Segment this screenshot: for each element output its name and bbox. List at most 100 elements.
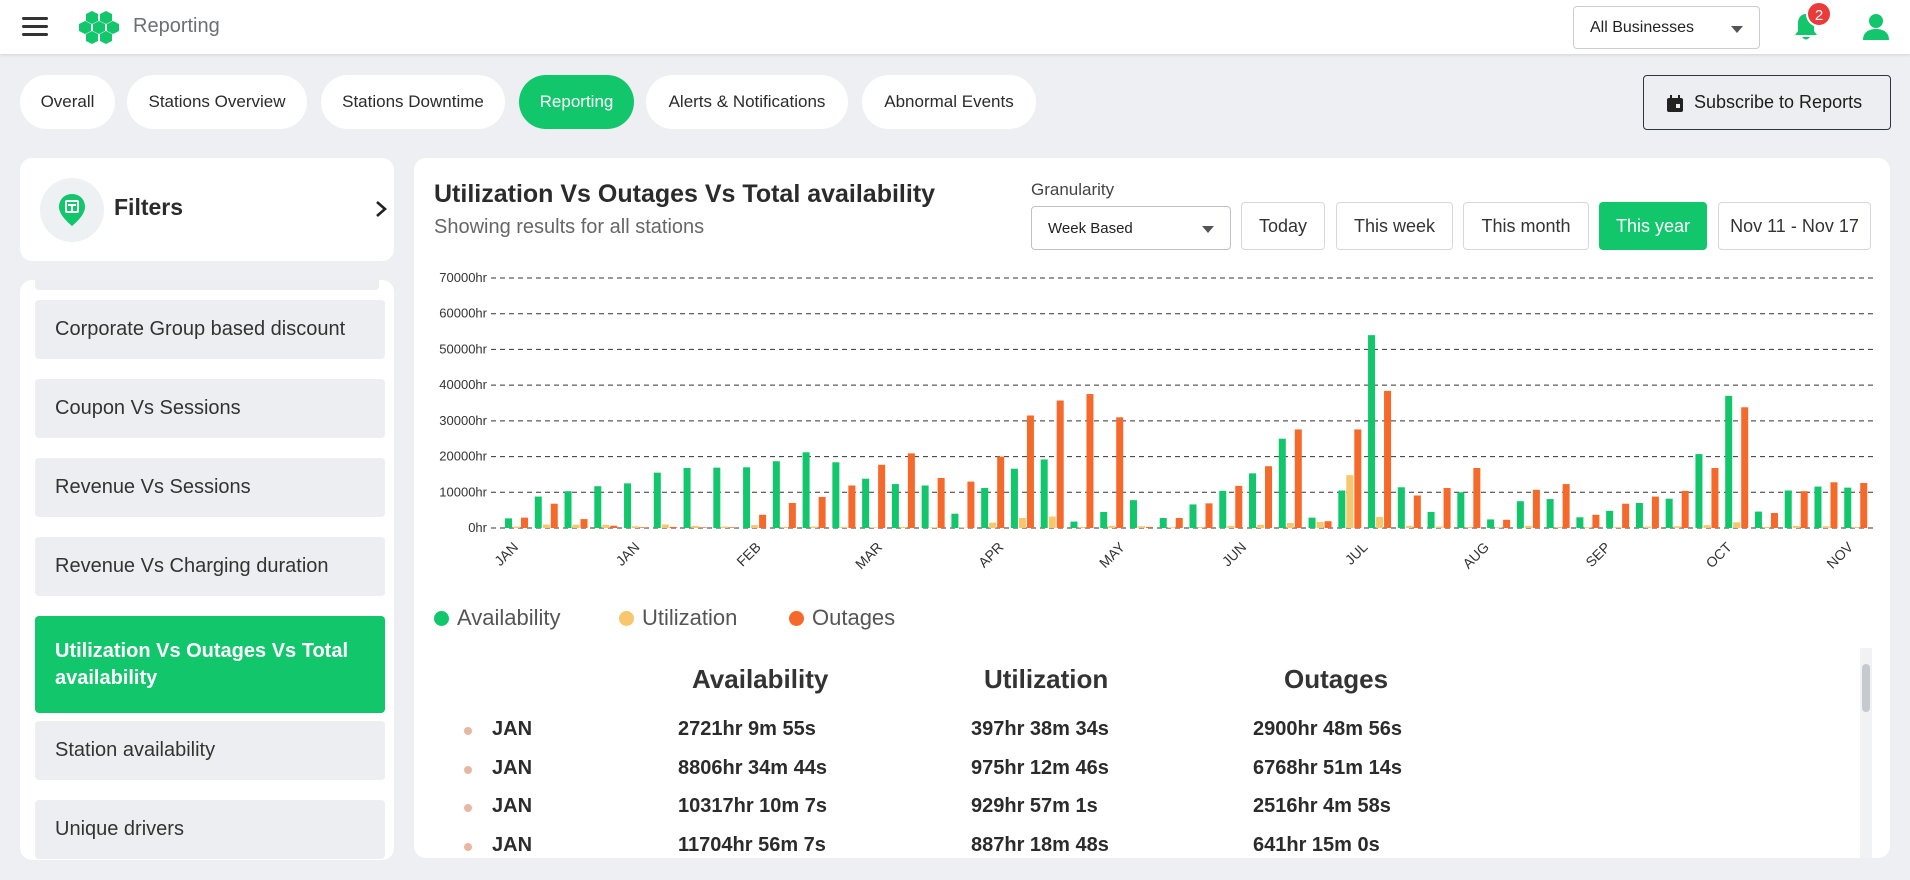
chevron-down-icon	[1731, 26, 1743, 33]
bar-outages	[1562, 484, 1570, 528]
cell-outages: 2516hr 4m 58s	[1253, 795, 1391, 817]
cell-utilization: 929hr 57m 1s	[971, 795, 1098, 817]
bar-availability	[1457, 492, 1465, 528]
panel-title: Utilization Vs Outages Vs Total availabi…	[434, 180, 936, 208]
bar-outages	[848, 485, 856, 528]
bar-outages	[1830, 482, 1838, 528]
bar-outages	[788, 503, 796, 528]
bar-availability	[1368, 335, 1376, 528]
scrollbar-thumb[interactable]	[1862, 664, 1870, 712]
bar-availability	[951, 513, 959, 528]
bar-outages	[550, 503, 558, 528]
bar-outages	[521, 517, 528, 528]
report-item[interactable]: Station availability	[35, 721, 385, 780]
filters-card[interactable]: Filters	[20, 158, 394, 261]
subscribe-button[interactable]: Subscribe to Reports	[1643, 75, 1891, 130]
bar-utilization	[1435, 526, 1443, 528]
range-button-nov-11-nov-17[interactable]: Nov 11 - Nov 17	[1718, 202, 1871, 250]
menu-icon[interactable]	[22, 17, 48, 37]
bar-outages	[1741, 407, 1749, 528]
report-item[interactable]: Corporate Group based discount	[35, 300, 385, 359]
bar-outages	[1145, 526, 1153, 528]
bar-utilization	[780, 526, 788, 528]
bar-availability	[743, 467, 751, 528]
tab-alerts-notifications[interactable]: Alerts & Notifications	[646, 75, 848, 129]
bar-availability	[1010, 468, 1018, 528]
report-item[interactable]: Utilization Vs Outages Vs Total availabi…	[35, 616, 385, 713]
bar-utilization	[721, 526, 729, 528]
chevron-down-icon	[1202, 226, 1214, 233]
x-tick-label: FEB	[733, 539, 764, 570]
legend-label: Utilization	[642, 605, 738, 630]
bar-outages	[937, 478, 945, 528]
filter-icon-wrap	[40, 178, 104, 242]
bar-utilization	[840, 526, 848, 528]
tab-reporting[interactable]: Reporting	[519, 75, 634, 129]
bar-availability	[564, 491, 572, 528]
bar-outages	[1056, 400, 1064, 528]
bar-availability	[891, 484, 899, 528]
legend-item-utilization[interactable]: Utilization	[619, 604, 737, 632]
table-row: JAN 2721hr 9m 55s 397hr 38m 34s 2900hr 48m …	[414, 710, 1854, 748]
bar-outages	[1324, 521, 1332, 528]
table-scrollbar[interactable]	[1860, 648, 1872, 858]
report-item-label: Corporate Group based discount	[55, 318, 346, 340]
legend-item-outages[interactable]: Outages	[789, 604, 895, 632]
report-item[interactable]: Coupon Vs Sessions	[35, 379, 385, 438]
granularity-select[interactable]: Week Based	[1031, 206, 1231, 250]
bar-outages	[580, 519, 588, 528]
bar-utilization	[1018, 518, 1026, 528]
bar-outages	[1860, 483, 1868, 528]
cell-utilization: 975hr 12m 46s	[971, 756, 1109, 779]
report-item[interactable]: Revenue Vs Charging duration	[35, 537, 385, 596]
report-item[interactable]: Unique drivers	[35, 800, 385, 859]
bar-utilization	[1048, 516, 1056, 528]
bar-utilization	[1465, 526, 1473, 528]
bar-outages	[1026, 415, 1034, 528]
bar-utilization	[1554, 526, 1562, 528]
bar-utilization	[1792, 525, 1800, 528]
y-tick-label: 50000hr	[439, 341, 487, 356]
bar-utilization	[1852, 526, 1860, 528]
top-bar: Reporting All Businesses 2	[0, 0, 1910, 54]
bar-utilization	[1376, 516, 1384, 528]
tab-overall[interactable]: Overall	[20, 75, 115, 129]
bar-availability	[1249, 473, 1257, 528]
user-icon[interactable]	[1862, 12, 1890, 42]
bar-utilization	[632, 526, 640, 528]
bar-utilization	[1257, 524, 1265, 528]
bar-outages	[1413, 495, 1421, 528]
bar-utilization	[1316, 521, 1324, 528]
tab-stations-downtime[interactable]: Stations Downtime	[321, 75, 505, 129]
x-tick-label: AUG	[1459, 539, 1492, 572]
header-availability: Availability	[692, 664, 829, 694]
bar-availability	[1308, 517, 1316, 528]
range-button-this-year[interactable]: This year	[1599, 202, 1707, 250]
bar-outages	[1800, 491, 1808, 528]
report-item[interactable]: Revenue Vs Sessions	[35, 458, 385, 517]
bar-availability	[1844, 487, 1852, 528]
bar-availability	[653, 472, 661, 528]
y-tick-label: 20000hr	[439, 449, 487, 464]
bar-availability	[1129, 500, 1137, 528]
list-item-partial	[35, 280, 379, 290]
report-list: Corporate Group based discount Coupon Vs …	[20, 280, 394, 860]
legend-item-availability[interactable]: Availability	[434, 604, 561, 632]
business-select[interactable]: All Businesses	[1573, 6, 1760, 49]
bar-outages	[640, 527, 648, 528]
x-tick-label: OCT	[1703, 538, 1736, 571]
cell-availability: 8806hr 34m 44s	[678, 756, 828, 779]
cell-month: JAN	[492, 718, 533, 740]
tab-abnormal-events[interactable]: Abnormal Events	[862, 75, 1036, 129]
logo-icon	[79, 11, 119, 44]
range-button-today[interactable]: Today	[1241, 202, 1325, 250]
bar-outages	[1473, 468, 1481, 528]
bar-outages	[1681, 490, 1689, 528]
row-bullet	[464, 765, 472, 774]
range-button-this-week[interactable]: This week	[1336, 202, 1453, 250]
bar-outages	[1265, 466, 1273, 528]
bar-availability	[713, 467, 721, 528]
y-tick-label: 70000hr	[439, 270, 487, 285]
range-button-this-month[interactable]: This month	[1463, 202, 1589, 250]
tab-stations-overview[interactable]: Stations Overview	[127, 75, 307, 129]
